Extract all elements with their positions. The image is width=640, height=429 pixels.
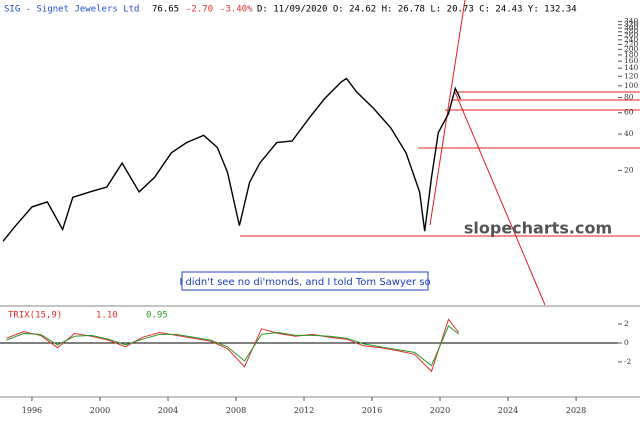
y-tick-label: 260 bbox=[624, 31, 639, 40]
y-tick-label: 200 bbox=[624, 44, 639, 53]
x-tick-label: 2008 bbox=[226, 406, 246, 415]
price-line bbox=[2, 77, 462, 242]
y-tick-label: 140 bbox=[624, 63, 639, 72]
y-tick-label: 160 bbox=[624, 56, 639, 65]
y-tick-label: 300 bbox=[624, 23, 639, 32]
symbol: SIG - Signet Jewelers Ltd bbox=[4, 5, 139, 15]
x-tick-label: 2024 bbox=[498, 406, 518, 415]
y-tick-label: 80 bbox=[624, 93, 634, 102]
x-tick-label: 2000 bbox=[90, 406, 110, 415]
drawn-lines bbox=[240, 0, 640, 306]
y-tick-label: 220 bbox=[624, 39, 639, 48]
x-tick-label: 1996 bbox=[22, 406, 42, 415]
y-tick-label: 340 bbox=[624, 17, 639, 26]
series-line bbox=[6, 318, 460, 373]
watermark: slopecharts.com bbox=[464, 219, 612, 238]
last-price: 76.65 bbox=[152, 5, 179, 15]
trend-line bbox=[454, 91, 546, 306]
x-tick-label: 2020 bbox=[430, 406, 450, 415]
y-tick-label: 60 bbox=[624, 108, 634, 117]
trix-readout: 1.10 bbox=[96, 311, 118, 321]
y-tick-label: 20 bbox=[624, 165, 634, 174]
y-tick-label: 240 bbox=[624, 35, 639, 44]
x-tick-label: 2004 bbox=[158, 406, 178, 415]
x-tick-label: 2028 bbox=[566, 406, 586, 415]
y-tick-label: 0 bbox=[624, 338, 629, 347]
y-tick-label: 100 bbox=[624, 81, 639, 90]
trix-title: TRIX(15,9) bbox=[8, 311, 62, 321]
trend-line bbox=[429, 0, 466, 226]
details: D: 11/09/2020 O: 24.62 H: 26.78 L: 20.73… bbox=[257, 5, 577, 15]
annotation: I didn't see no di'monds, and I told Tom… bbox=[179, 277, 430, 288]
change: -2.70 bbox=[186, 5, 213, 15]
annotation-box bbox=[181, 271, 429, 291]
change-pct: -3.40% bbox=[220, 5, 253, 15]
y-tick-label: 2 bbox=[624, 319, 629, 328]
y-tick-label: 320 bbox=[624, 20, 639, 29]
x-tick-label: 2016 bbox=[362, 406, 382, 415]
signal-readout: 0.95 bbox=[146, 311, 168, 321]
y-tick-label: 40 bbox=[624, 129, 634, 138]
y-tick-label: -2 bbox=[624, 357, 632, 366]
y-tick-label: 280 bbox=[624, 27, 639, 36]
series-line bbox=[6, 325, 460, 367]
y-tick-label: 180 bbox=[624, 50, 639, 59]
y-tick-label: 120 bbox=[624, 71, 639, 80]
x-tick-label: 2012 bbox=[294, 406, 314, 415]
